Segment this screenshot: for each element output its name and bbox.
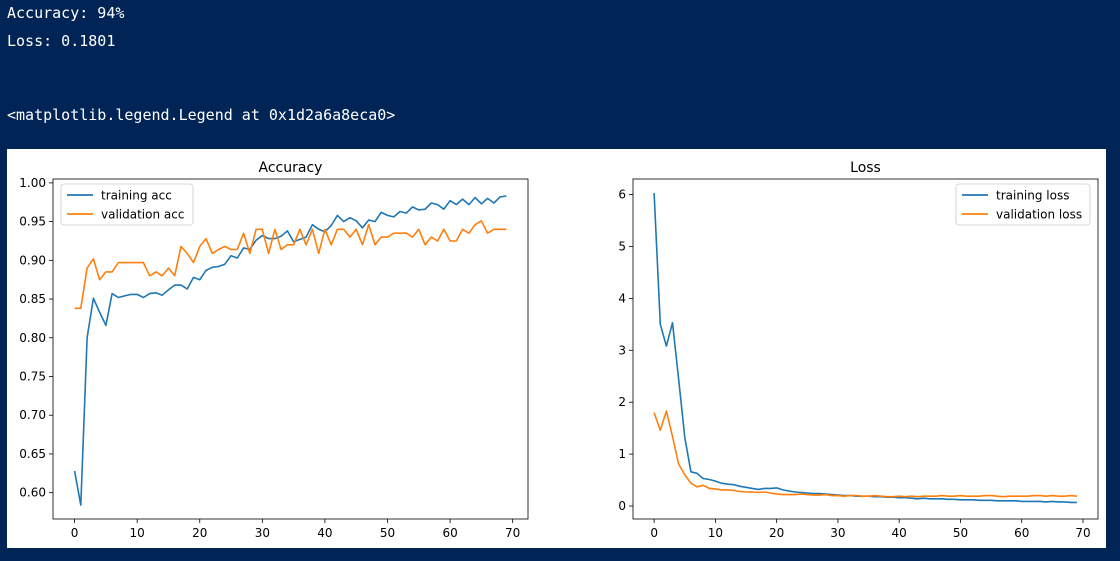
y-tick-label: 0.90	[19, 253, 46, 267]
y-tick-label: 0.80	[19, 331, 46, 345]
legend-repr-output-line: <matplotlib.legend.Legend at 0x1d2a6a8ec…	[7, 106, 396, 124]
y-tick-label: 0.85	[19, 292, 46, 306]
x-tick-label: 40	[892, 526, 907, 540]
series-line-validation-acc	[74, 220, 507, 310]
series-line-training-acc	[73, 195, 507, 506]
y-tick-label: 0.70	[19, 408, 46, 422]
matplotlib-figure: Accuracy 0 10 20 30 40 50 60 70 0.60 0.65 0.70 0.75 0…	[7, 149, 1106, 548]
y-tick-label: 1	[618, 447, 626, 461]
x-tick-label: 50	[953, 526, 968, 540]
y-tick-label: 0.75	[19, 369, 46, 383]
x-tick-label: 0	[650, 526, 658, 540]
legend-label-training-acc: training acc	[101, 189, 172, 203]
y-tick-label: 4	[618, 291, 626, 305]
y-tick-label: 3	[618, 343, 626, 357]
y-tick-label: 0.95	[19, 215, 46, 229]
legend-label-training-loss: training loss	[996, 189, 1069, 203]
y-tick-label: 0.65	[19, 447, 46, 461]
x-tick-label: 50	[380, 526, 395, 540]
series-line-training-loss	[653, 192, 1077, 504]
x-tick-label: 40	[317, 526, 332, 540]
x-tick-label: 10	[708, 526, 723, 540]
x-tick-label: 10	[130, 526, 145, 540]
axes-frame	[52, 178, 529, 520]
chart-title: Accuracy	[259, 160, 323, 176]
y-tick-label: 1.00	[19, 176, 46, 190]
x-tick-label: 30	[255, 526, 270, 540]
accuracy-output-line: Accuracy: 94%	[7, 4, 125, 22]
x-tick-label: 60	[1014, 526, 1029, 540]
x-tick-label: 20	[769, 526, 784, 540]
x-tick-label: 60	[442, 526, 457, 540]
loss-output-line: Loss: 0.1801	[7, 32, 116, 50]
legend-label-validation-loss: validation loss	[996, 208, 1082, 222]
chart-title: Loss	[850, 160, 881, 176]
x-tick-label: 20	[192, 526, 207, 540]
legend-box	[60, 183, 194, 226]
chart-accuracy: Accuracy 0 10 20 30 40 50 60 70 0.60 0.65 0.70 0.75 0…	[19, 160, 529, 540]
y-tick-label: 0.60	[19, 486, 46, 500]
legend-box	[955, 183, 1091, 226]
y-tick-label: 2	[618, 395, 626, 409]
y-tick-label: 0	[618, 499, 626, 513]
x-tick-label: 30	[830, 526, 845, 540]
y-tick-label: 6	[618, 188, 626, 202]
x-tick-label: 70	[505, 526, 520, 540]
axes-frame	[632, 178, 1099, 520]
chart-loss: Loss 0 10 20 30 40 50 60 70 0 1 2 3 4 5 6 training loss v…	[618, 160, 1099, 540]
series-line-validation-loss	[653, 410, 1077, 498]
legend-label-validation-acc: validation acc	[101, 208, 184, 222]
x-tick-label: 0	[71, 526, 79, 540]
x-tick-label: 70	[1075, 526, 1090, 540]
y-tick-label: 5	[618, 239, 626, 253]
